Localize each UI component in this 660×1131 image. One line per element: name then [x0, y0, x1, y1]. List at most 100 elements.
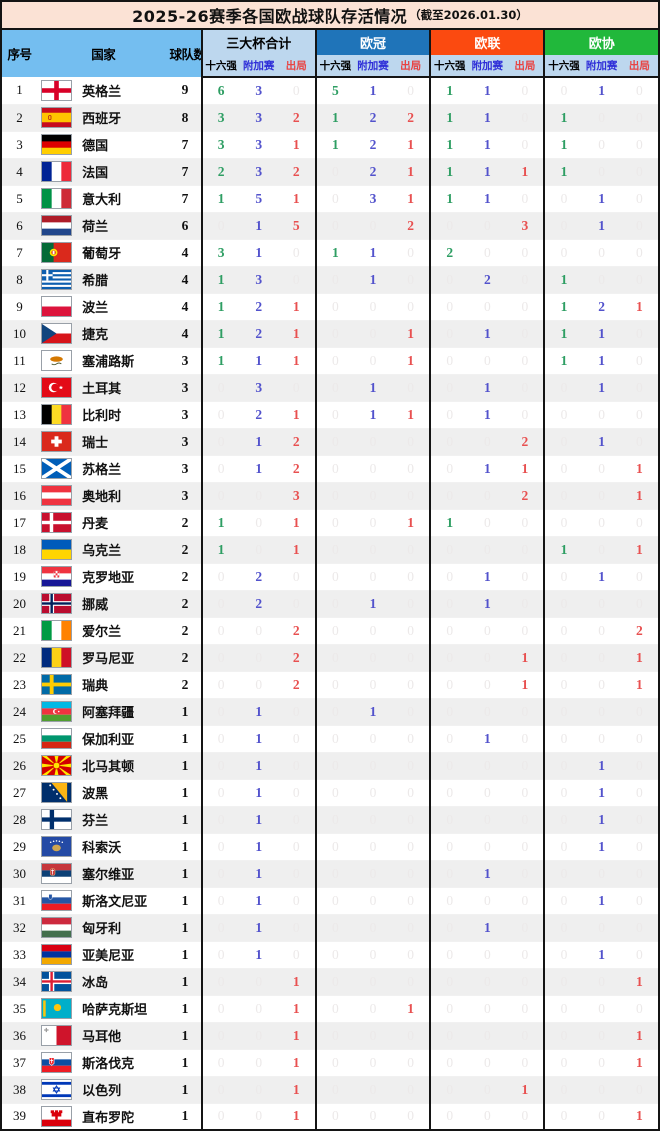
country-cell: 以色列	[37, 1076, 170, 1104]
value-cell: 0	[200, 860, 240, 888]
value-cell: 0	[468, 212, 507, 240]
value-cell: 0	[429, 374, 469, 402]
value-cell: 0	[277, 266, 316, 294]
value-cell: 3	[200, 239, 240, 267]
value-cell: 3	[239, 131, 278, 159]
value-cell: 0	[468, 833, 507, 861]
team-count: 2	[169, 590, 202, 618]
value-cell: 0	[314, 806, 354, 834]
team-count: 7	[169, 158, 202, 186]
value-cell: 0	[620, 158, 659, 186]
group-header-uecl: 欧协	[543, 29, 659, 55]
value-cell: 0	[468, 671, 507, 699]
value-cell: 0	[429, 833, 469, 861]
value-cell: 0	[200, 833, 240, 861]
country-cell: 土耳其	[37, 374, 170, 402]
table-row: 20 挪威 2 0 2 0 0 1 0 0 1 0 0 0 0	[1, 590, 659, 618]
value-cell: 0	[468, 536, 507, 564]
value-cell: 3	[277, 482, 316, 510]
value-cell: 1	[543, 266, 583, 294]
flag-germany-icon	[41, 134, 73, 155]
value-cell: 0	[239, 617, 278, 645]
value-cell: 0	[582, 536, 621, 564]
table-row: 33 亚美尼亚 1 0 1 0 0 0 0 0 0 0 0 1 0	[1, 941, 659, 969]
value-cell: 0	[429, 698, 469, 726]
value-cell: 1	[314, 131, 354, 159]
value-cell: 1	[239, 914, 278, 942]
row-index: 11	[1, 347, 38, 375]
value-cell: 1	[277, 185, 316, 213]
value-cell: 3	[239, 374, 278, 402]
value-cell: 0	[429, 806, 469, 834]
value-cell: 1	[277, 968, 316, 996]
value-cell: 0	[314, 536, 354, 564]
value-cell: 0	[392, 617, 431, 645]
value-cell: 0	[468, 644, 507, 672]
flag-iceland-icon	[41, 971, 73, 992]
country-name: 哈萨克斯坦	[82, 1003, 148, 1018]
value-cell: 0	[543, 428, 583, 456]
value-cell: 1	[620, 671, 659, 699]
subcol-total-r16: 十六强	[200, 55, 240, 78]
flag-ukraine-icon	[41, 539, 73, 560]
value-cell: 1	[543, 536, 583, 564]
value-cell: 0	[543, 1049, 583, 1077]
country-cell: 冰岛	[37, 968, 170, 996]
value-cell: 1	[200, 509, 240, 537]
subcol-uel-playoff: 附加赛	[468, 55, 507, 78]
value-cell: 0	[277, 806, 316, 834]
country-cell: 罗马尼亚	[37, 644, 170, 672]
value-cell: 0	[392, 725, 431, 753]
value-cell: 0	[277, 725, 316, 753]
value-cell: 1	[468, 725, 507, 753]
value-cell: 0	[353, 1049, 393, 1077]
value-cell: 0	[620, 887, 659, 915]
value-cell: 0	[314, 941, 354, 969]
value-cell: 1	[620, 482, 659, 510]
row-index: 16	[1, 482, 38, 510]
value-cell: 0	[468, 887, 507, 915]
country-name: 斯洛文尼亚	[82, 895, 148, 910]
value-cell: 0	[543, 698, 583, 726]
value-cell: 0	[314, 563, 354, 591]
value-cell: 0	[429, 941, 469, 969]
value-cell: 0	[392, 239, 431, 267]
team-count: 2	[169, 563, 202, 591]
value-cell: 0	[582, 482, 621, 510]
row-index: 22	[1, 644, 38, 672]
value-cell: 0	[353, 617, 393, 645]
subcol-uel-r16: 十六强	[429, 55, 469, 78]
value-cell: 1	[468, 401, 507, 429]
value-cell: 3	[506, 212, 545, 240]
flag-ireland-icon	[41, 620, 73, 641]
flag-hungary-icon	[41, 917, 73, 938]
country-cell: 北马其顿	[37, 752, 170, 780]
value-cell: 0	[200, 806, 240, 834]
value-cell: 3	[200, 131, 240, 159]
value-cell: 0	[582, 1049, 621, 1077]
team-count: 1	[169, 725, 202, 753]
value-cell: 0	[506, 536, 545, 564]
value-cell: 0	[543, 239, 583, 267]
value-cell: 0	[506, 104, 545, 132]
value-cell: 1	[239, 347, 278, 375]
value-cell: 0	[429, 671, 469, 699]
value-cell: 2	[582, 293, 621, 321]
value-cell: 0	[314, 1022, 354, 1050]
value-cell: 1	[277, 1103, 316, 1131]
value-cell: 1	[277, 347, 316, 375]
table-row: 39 直布罗陀 1 0 0 1 0 0 0 0 0 0 0 0 1	[1, 1103, 659, 1131]
value-cell: 0	[506, 293, 545, 321]
team-count: 3	[169, 482, 202, 510]
row-index: 31	[1, 887, 38, 915]
country-cell: 丹麦	[37, 509, 170, 537]
value-cell: 0	[200, 698, 240, 726]
value-cell: 0	[582, 914, 621, 942]
value-cell: 1	[200, 293, 240, 321]
title-text: 2025-26赛季各国欧战球队存活情况	[132, 7, 408, 26]
flag-cyprus-icon	[41, 350, 73, 371]
team-count: 1	[169, 887, 202, 915]
value-cell: 3	[239, 104, 278, 132]
value-cell: 1	[468, 914, 507, 942]
